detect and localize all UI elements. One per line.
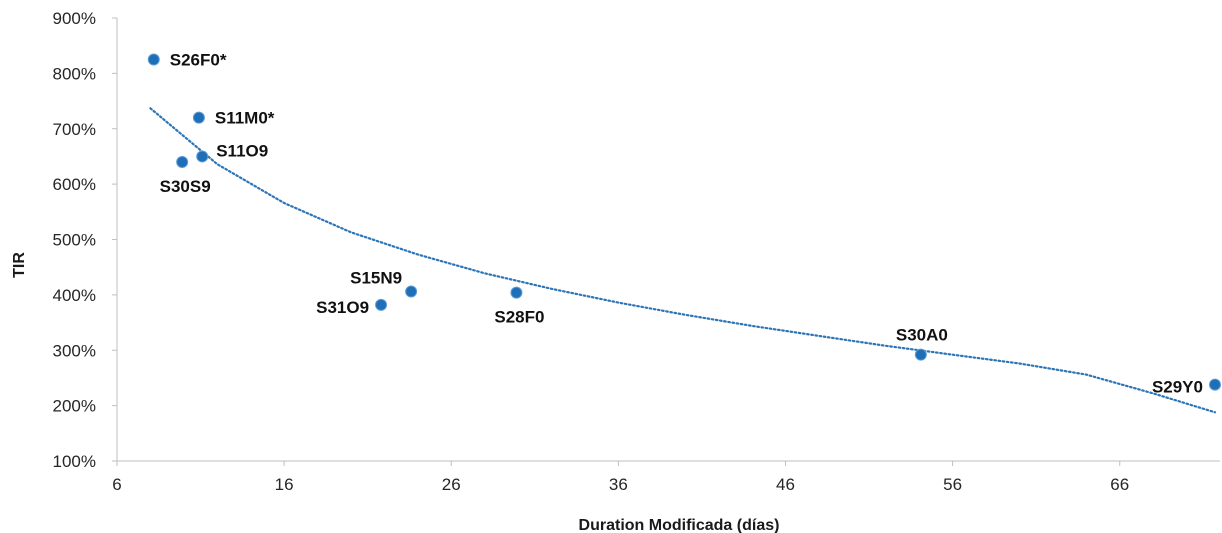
y-tick-label: 600% — [53, 175, 96, 194]
point-labels: S26F0* S11M0* S11O9 S30S9 S15N9 S31O9 S28F0 S30… — [160, 51, 1203, 397]
y-axis-title: TIR — [11, 252, 28, 278]
data-point — [510, 286, 523, 299]
axes: 100% 200% 300% 400% 500% 600% 700% 800% 900% 6 16 2… — [53, 9, 1220, 494]
power-trendline — [149, 107, 1217, 414]
y-tick-label: 100% — [53, 452, 96, 471]
data-point — [147, 53, 160, 66]
x-tick-label: 36 — [609, 475, 628, 494]
point-label: S11O9 — [216, 141, 268, 160]
x-tick-label: 16 — [275, 475, 294, 494]
x-axis-title: Duration Modificada (días) — [579, 517, 780, 533]
y-tick-label: 700% — [53, 120, 96, 139]
point-label: S31O9 — [316, 298, 369, 317]
data-point — [1208, 378, 1221, 391]
point-label: S28F0 — [494, 308, 544, 327]
x-tick-label: 66 — [1110, 475, 1129, 494]
point-label: S30A0 — [896, 326, 948, 345]
y-tick-label: 500% — [53, 231, 96, 250]
data-point — [192, 111, 205, 124]
x-tick-label: 56 — [943, 475, 962, 494]
data-point — [176, 155, 189, 168]
y-tick-label: 800% — [53, 64, 96, 83]
y-tick-label: 400% — [53, 286, 96, 305]
point-label: S30S9 — [160, 177, 211, 196]
point-label: S29Y0 — [1152, 378, 1203, 397]
data-point — [914, 348, 927, 361]
data-point — [375, 298, 388, 311]
data-points — [147, 53, 1221, 391]
y-tick-label: 300% — [53, 341, 96, 360]
point-label: S11M0* — [215, 109, 275, 128]
data-point — [196, 150, 209, 163]
y-tick-label: 200% — [53, 397, 96, 416]
y-tick-label: 900% — [53, 9, 96, 28]
x-tick-label: 6 — [112, 475, 121, 494]
data-point — [405, 285, 418, 298]
x-tick-label: 26 — [442, 475, 461, 494]
trendline — [149, 107, 1217, 414]
x-tick-label: 46 — [776, 475, 795, 494]
point-label: S15N9 — [350, 269, 402, 288]
point-label: S26F0* — [170, 51, 227, 70]
